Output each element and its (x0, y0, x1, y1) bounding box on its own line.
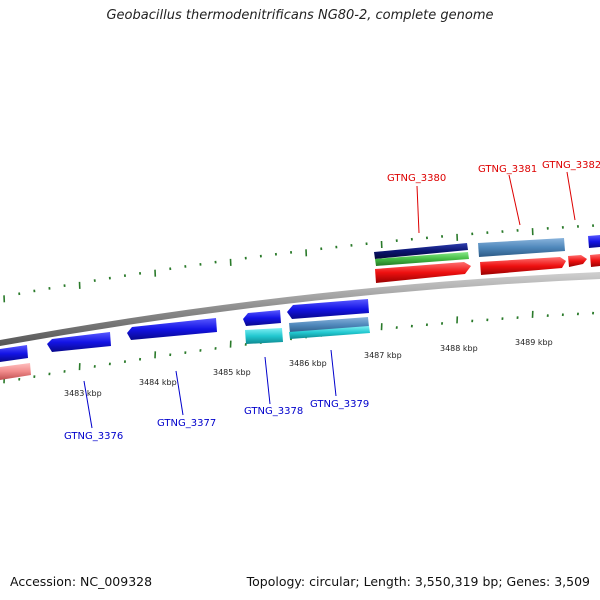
gene-blue-edge[interactable] (588, 235, 600, 248)
gene-blue-3379[interactable] (287, 299, 369, 319)
scale-labels: 3483 kbp 3484 kbp 3485 kbp 3486 kbp 3487… (64, 338, 553, 398)
reverse-genes (0, 299, 370, 380)
leader-3378 (264, 356, 271, 405)
gene-label-3381[interactable]: GTNG_3381 (478, 164, 537, 175)
scale-label-3489: 3489 kbp (515, 338, 553, 347)
scale-label-3483: 3483 kbp (64, 389, 102, 398)
scale-label-3486: 3486 kbp (289, 359, 327, 368)
gene-green[interactable] (375, 252, 469, 266)
gene-steel-3381[interactable] (478, 238, 565, 257)
gene-label-3382[interactable]: GTNG_3382 (542, 160, 600, 171)
gene-red-3382[interactable] (568, 255, 587, 267)
genome-title: Geobacillus thermodenitrificans NG80-2, … (106, 8, 494, 23)
leader-3376 (83, 380, 93, 429)
gene-pink-left-edge[interactable] (0, 363, 31, 380)
leader-3381 (508, 174, 521, 226)
gene-cyan-3379[interactable] (289, 326, 370, 339)
forward-genes (374, 235, 600, 283)
leader-3377 (175, 370, 184, 416)
gene-blue-left-edge[interactable] (0, 345, 28, 362)
gene-red-3380[interactable] (375, 262, 471, 283)
gene-blue-3378[interactable] (243, 310, 281, 326)
gene-red-3381[interactable] (480, 257, 566, 275)
gene-label-3379[interactable]: GTNG_3379 (310, 399, 369, 410)
gene-labels: GTNG_3380 GTNG_3381 GTNG_3382 GTNG_3376 … (64, 160, 600, 442)
gene-label-3380[interactable]: GTNG_3380 (387, 173, 446, 184)
gene-label-3378[interactable]: GTNG_3378 (244, 406, 303, 417)
scale-label-3485: 3485 kbp (213, 368, 251, 377)
leader-3379 (330, 349, 337, 397)
leader-3382 (566, 171, 576, 221)
leader-3380 (416, 185, 420, 234)
gene-label-3377[interactable]: GTNG_3377 (157, 418, 216, 429)
gene-cyan-3378[interactable] (245, 328, 283, 344)
gene-navy[interactable] (374, 243, 468, 259)
gene-blue-3377[interactable] (127, 318, 217, 340)
gene-red-edge[interactable] (590, 254, 600, 267)
genome-backbone (0, 272, 600, 346)
scale-label-3487: 3487 kbp (364, 351, 402, 360)
gene-blue-3376[interactable] (47, 332, 111, 352)
genome-summary-text: Topology: circular; Length: 3,550,319 bp… (246, 574, 590, 589)
accession-text: Accession: NC_009328 (10, 574, 153, 589)
scale-label-3488: 3488 kbp (440, 344, 478, 353)
label-leaders (83, 171, 576, 429)
scale-ticks-upper (3, 224, 595, 303)
scale-label-3484: 3484 kbp (139, 378, 177, 387)
gene-label-3376[interactable]: GTNG_3376 (64, 431, 123, 442)
gene-steel-3379[interactable] (289, 317, 369, 333)
